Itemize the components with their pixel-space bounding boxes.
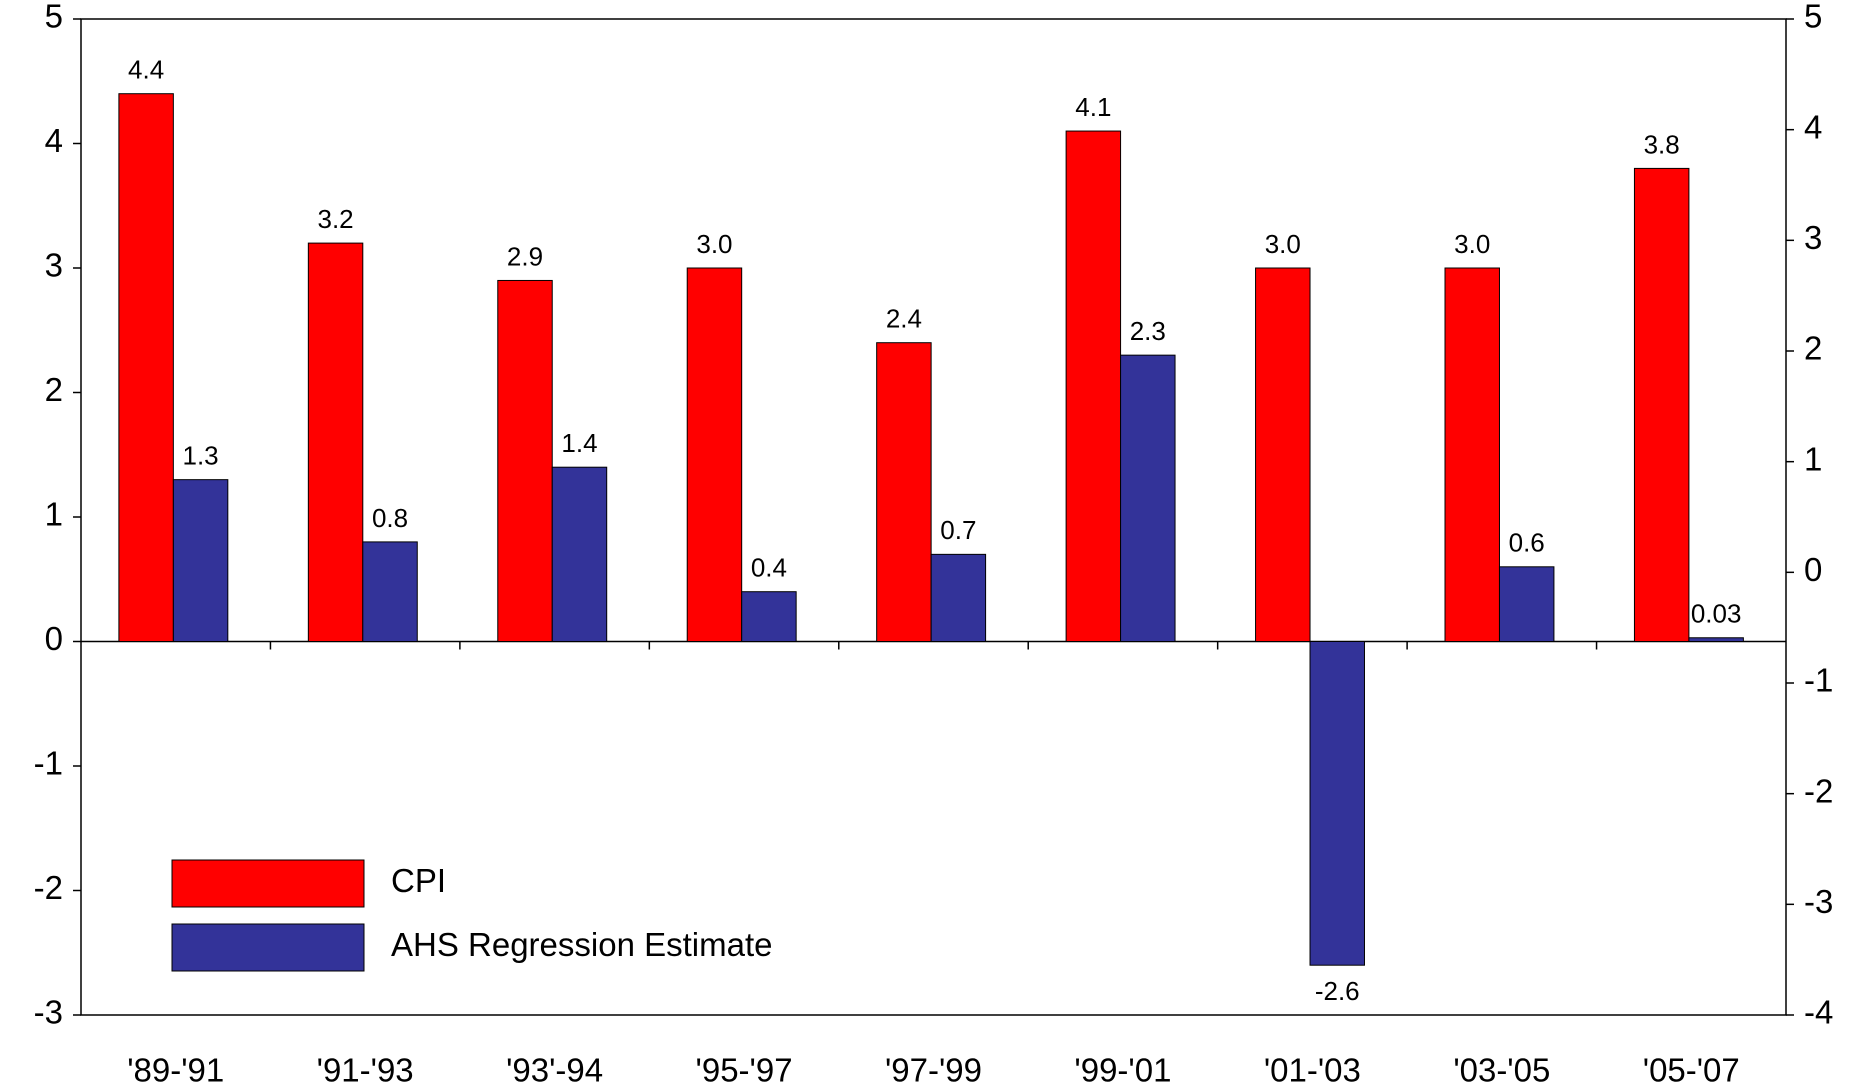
- bar: [362, 541, 418, 643]
- y2-tick-label: -1: [1804, 662, 1833, 699]
- data-label: 3.0: [1265, 229, 1301, 259]
- bar: [307, 242, 364, 642]
- bar: [1120, 354, 1176, 642]
- y-tick-label: 1: [45, 496, 63, 533]
- legend-label: CPI: [391, 862, 446, 899]
- bar: [497, 279, 553, 642]
- legend-label: AHS Regression Estimate: [391, 926, 772, 963]
- legend-swatch: [171, 923, 365, 972]
- x-tick-label: '05-'07: [1643, 1052, 1740, 1089]
- bar: [686, 267, 743, 642]
- x-tick-label: '95-'97: [696, 1052, 793, 1089]
- data-label: 0.03: [1691, 599, 1742, 629]
- data-label: 1.3: [183, 441, 219, 471]
- data-label: 4.1: [1075, 92, 1111, 122]
- bar: [118, 93, 174, 642]
- y2-tick-label: 0: [1804, 551, 1822, 588]
- y2-tick-label: 1: [1804, 440, 1822, 477]
- y-tick-label: -3: [34, 994, 63, 1031]
- y2-tick-label: 3: [1804, 219, 1822, 256]
- y2-tick-label: 2: [1804, 330, 1822, 367]
- data-label: 3.2: [317, 204, 353, 234]
- data-label: 3.0: [696, 229, 732, 259]
- x-tick-label: '97-'99: [885, 1052, 982, 1089]
- y-tick-label: 0: [45, 620, 63, 657]
- data-label: 3.8: [1644, 129, 1680, 159]
- y-tick-label: 2: [45, 371, 63, 408]
- bar: [1688, 637, 1744, 643]
- data-label: 4.4: [128, 55, 164, 85]
- x-tick-label: '91-'93: [317, 1052, 414, 1089]
- y-tick-label: 4: [45, 122, 63, 159]
- data-label: 2.3: [1130, 316, 1166, 346]
- data-label: 0.8: [372, 503, 408, 533]
- x-tick-label: '03-'05: [1453, 1052, 1550, 1089]
- data-label: 3.0: [1454, 229, 1490, 259]
- y-tick-label: -2: [34, 869, 63, 906]
- y2-tick-label: 5: [1804, 0, 1822, 35]
- bar: [551, 466, 608, 643]
- data-label: 2.4: [886, 304, 922, 334]
- bar: [741, 591, 797, 643]
- x-tick-label: '89-'91: [127, 1052, 224, 1089]
- bar: [1633, 167, 1690, 642]
- bar: [172, 479, 229, 642]
- data-label: -2.6: [1315, 976, 1360, 1006]
- data-label: 0.6: [1509, 528, 1545, 558]
- x-tick-label: '99-'01: [1074, 1052, 1171, 1089]
- x-tick-label: '93'-94: [506, 1052, 603, 1089]
- y2-tick-label: 4: [1804, 108, 1822, 145]
- bar: [1065, 130, 1122, 643]
- y-tick-label: 3: [45, 247, 63, 284]
- bar: [876, 342, 932, 642]
- bar: [930, 553, 987, 642]
- y2-tick-label: -3: [1804, 883, 1833, 920]
- bar: [1309, 641, 1365, 966]
- data-label: 0.7: [940, 515, 976, 545]
- y-tick-label: 5: [45, 0, 63, 35]
- data-label: 2.9: [507, 241, 543, 271]
- bar: [1255, 267, 1311, 642]
- y-tick-label: -1: [34, 745, 63, 782]
- x-tick-label: '01-'03: [1264, 1052, 1361, 1089]
- bar: [1444, 267, 1500, 642]
- y2-tick-label: -4: [1804, 994, 1833, 1031]
- data-label: 0.4: [751, 553, 787, 583]
- y2-tick-label: -2: [1804, 772, 1833, 809]
- bar: [1498, 566, 1555, 642]
- data-label: 1.4: [561, 428, 597, 458]
- legend-swatch: [171, 859, 365, 908]
